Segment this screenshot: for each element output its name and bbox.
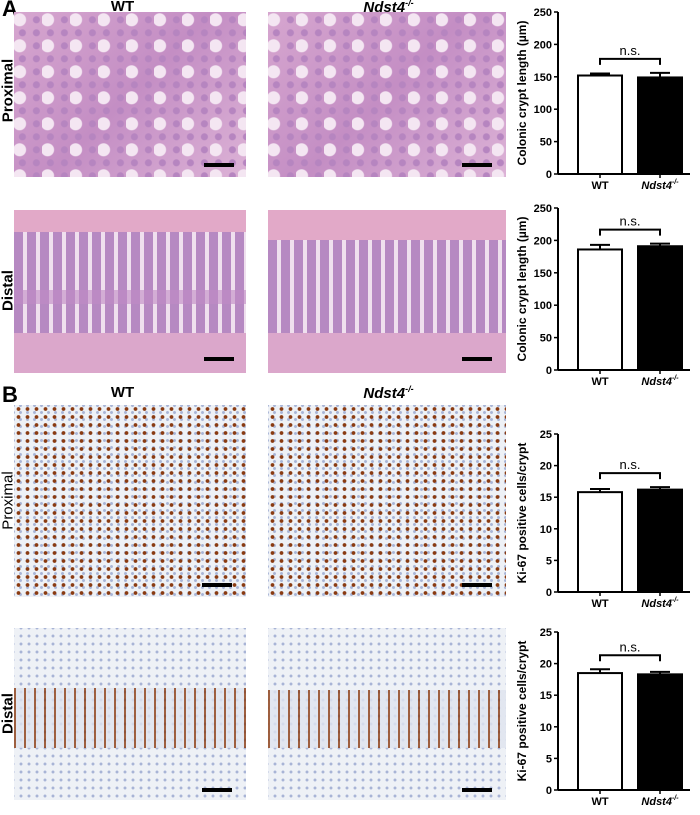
- bar-ndst4: [637, 488, 683, 593]
- micrograph-he-proximal-wt: [14, 12, 246, 177]
- y-tick-label: 100: [534, 300, 552, 312]
- x-tick-label: WT: [591, 180, 608, 192]
- y-tick-label: 0: [546, 169, 552, 181]
- y-tick-label: 200: [534, 39, 552, 51]
- panel-letter-b: B: [2, 382, 18, 407]
- y-tick-label: 150: [534, 268, 552, 280]
- y-axis-label: Ki-67 positive cells/crypt: [515, 443, 529, 584]
- panel-letter-a: A: [2, 0, 18, 21]
- x-tick-label: Ndst4-/-: [641, 375, 679, 388]
- y-tick-label: 20: [540, 461, 552, 473]
- y-tick-label: 50: [540, 137, 552, 149]
- significance-label: n.s.: [620, 639, 641, 654]
- y-tick-label: 100: [534, 104, 552, 116]
- significance-bracket: [599, 654, 661, 662]
- bar-wt: [577, 74, 623, 175]
- y-tick-label: 15: [540, 492, 552, 504]
- y-tick-label: 0: [546, 365, 552, 377]
- bar-ndst4: [637, 245, 683, 371]
- y-tick-label: 250: [534, 203, 552, 215]
- significance-bracket: [599, 228, 661, 236]
- y-tick-label: 200: [534, 235, 552, 247]
- y-tick-label: 25: [540, 627, 552, 639]
- bar-ndst4: [637, 76, 683, 175]
- column-title-wt: WT: [110, 0, 135, 15]
- y-tick-label: 150: [534, 72, 552, 84]
- bar-wt: [577, 491, 623, 594]
- y-tick-label: 50: [540, 333, 552, 345]
- significance-label: n.s.: [620, 457, 641, 472]
- x-tick-label: Ndst4-/-: [641, 597, 679, 610]
- bar-wt: [577, 248, 623, 371]
- y-tick-label: 10: [540, 524, 552, 536]
- significance-label: n.s.: [620, 43, 641, 58]
- y-tick-label: 5: [546, 555, 552, 567]
- y-tick-label: 0: [546, 587, 552, 599]
- bar-ndst4: [637, 673, 683, 791]
- micrograph-ki67-proximal-ko: [268, 405, 506, 597]
- micrograph-ki67-distal-wt: [14, 628, 246, 800]
- micrograph-he-distal-wt: [14, 210, 246, 373]
- y-tick-label: 250: [534, 7, 552, 19]
- x-tick-label: WT: [591, 598, 608, 610]
- x-tick-label: WT: [591, 376, 608, 388]
- micrograph-ki67-distal-ko: [268, 628, 506, 800]
- x-tick-label: Ndst4-/-: [641, 179, 679, 192]
- y-axis-label: Ki-67 positive cells/crypt: [515, 641, 529, 782]
- y-axis-label: Colonic crypt length (µm): [515, 217, 529, 362]
- y-tick-label: 10: [540, 722, 552, 734]
- micrograph-ki67-proximal-wt: [14, 405, 246, 597]
- y-tick-label: 25: [540, 429, 552, 441]
- micrograph-he-proximal-ko: [268, 12, 506, 177]
- y-tick-label: 0: [546, 785, 552, 797]
- y-tick-label: 20: [540, 659, 552, 671]
- y-axis-label: Colonic crypt length (µm): [515, 21, 529, 166]
- column-title-ndst4-b: Ndst4-/-: [363, 384, 414, 402]
- bar-wt: [577, 672, 623, 792]
- y-tick-label: 5: [546, 753, 552, 765]
- significance-bracket: [599, 57, 661, 65]
- significance-label: n.s.: [620, 214, 641, 229]
- x-tick-label: WT: [591, 796, 608, 808]
- y-tick-label: 15: [540, 690, 552, 702]
- column-title-wt-b: WT: [110, 384, 135, 401]
- x-tick-label: Ndst4-/-: [641, 795, 679, 808]
- significance-bracket: [599, 472, 661, 480]
- micrograph-he-distal-ko: [268, 210, 506, 373]
